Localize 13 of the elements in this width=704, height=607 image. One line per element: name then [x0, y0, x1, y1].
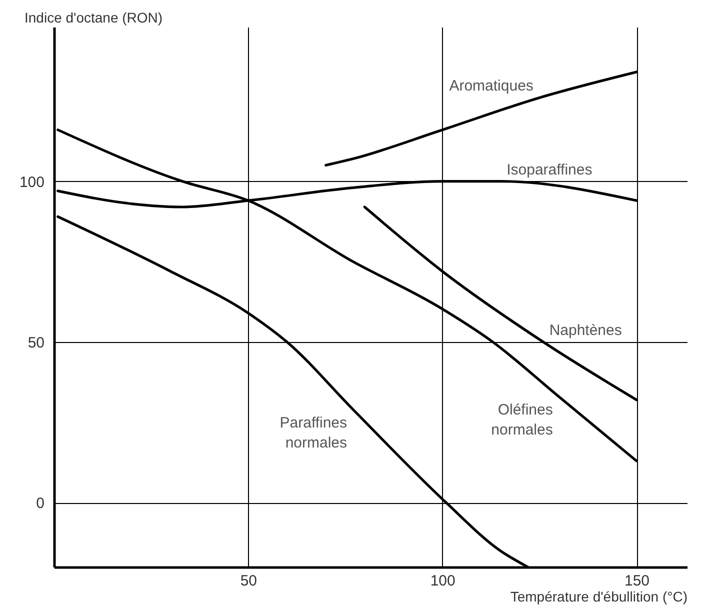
annotation: Isoparaffines	[506, 161, 592, 178]
annotation: Aromatiques	[449, 78, 534, 95]
x-tick-label: 150	[624, 572, 650, 590]
annotation: Oléfines normales	[491, 402, 553, 439]
annotation: Paraffines normales	[280, 414, 348, 452]
x-tick-label: 50	[240, 572, 258, 590]
y-axis-title: Indice d'octane (RON)	[24, 10, 163, 26]
x-axis-title: Température d'ébullition (°C)	[510, 588, 688, 604]
x-tick-label: 100	[430, 572, 456, 590]
y-tick-label: 100	[19, 174, 44, 191]
annotation: Naphtènes	[549, 322, 622, 339]
y-tick-label: 0	[36, 495, 44, 512]
y-tick-label: 50	[28, 334, 44, 352]
